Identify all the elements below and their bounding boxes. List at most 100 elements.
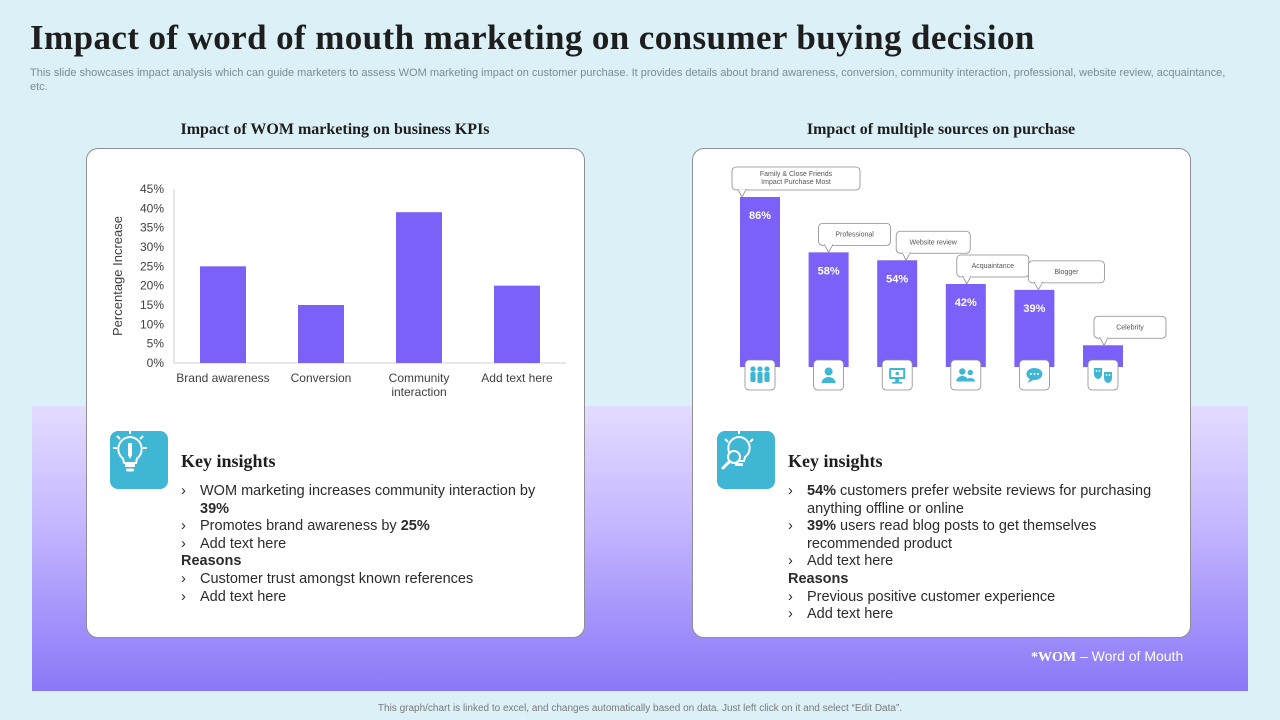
- icon-part: [1098, 370, 1101, 372]
- family-icon: [750, 366, 770, 383]
- icon-part: [892, 382, 903, 384]
- source-icon-badge: [950, 359, 982, 391]
- chat-icon: [1026, 368, 1043, 383]
- callout-bubble: [731, 166, 861, 191]
- wom-footnote: *WOM – Word of Mouth: [1031, 648, 1184, 665]
- bulb-magnifier-icon: [721, 431, 754, 470]
- bullet-item: › 39% users read blog posts to get themse…: [788, 518, 1097, 552]
- icon-frame: [950, 359, 982, 391]
- icon-part: [821, 377, 836, 383]
- y-axis-title: Percentage Increase: [110, 216, 125, 336]
- bullet-item: › 54% customers prefer website reviews fo…: [788, 483, 1152, 517]
- y-tick-label: 35%: [140, 221, 164, 235]
- y-tick-label: 40%: [140, 201, 164, 215]
- x-category-label: Conversion: [291, 371, 352, 385]
- reason-item: › Add text here: [181, 588, 287, 605]
- chevron-right-icon: ›: [788, 518, 793, 535]
- bar-source: [877, 260, 918, 367]
- y-tick-label: 30%: [140, 240, 164, 254]
- icon-part: [757, 366, 763, 372]
- bar-source: [945, 283, 986, 367]
- bar-add-text-here: [494, 285, 540, 363]
- reason-item: › Customer trust amongst known references: [181, 570, 474, 587]
- chevron-right-icon: ›: [181, 483, 186, 499]
- insights-title: Key insights: [788, 451, 883, 471]
- icon-part: [967, 369, 973, 376]
- callout-bubble: [818, 222, 891, 246]
- icon-part: [1036, 373, 1039, 375]
- icon-part: [757, 372, 763, 383]
- icon-part: [750, 366, 756, 372]
- icon-part: [956, 376, 969, 382]
- icon-part: [965, 378, 976, 382]
- kpi-panel: 0% 5% 10% 15% 20% 25% 30% 35% 40% 45% Percentage I…: [86, 148, 585, 638]
- reasons-label: Reasons: [181, 553, 242, 570]
- icon-part: [1033, 373, 1036, 375]
- left-section-title: Impact of WOM marketing on business KPIs: [180, 121, 490, 138]
- callout-label: Impact Purchase Most: [761, 179, 831, 186]
- bullet-item: › WOM marketing increases community inter…: [181, 483, 536, 517]
- callout-label: Acquaintance: [972, 263, 1015, 270]
- bar-source: [808, 252, 849, 367]
- bar-value-label: 54%: [886, 273, 908, 285]
- bar-conversion: [298, 305, 344, 363]
- professional-icon: [821, 367, 836, 383]
- insights-search-tile: [717, 431, 775, 489]
- chevron-right-icon: ›: [788, 483, 793, 499]
- bar-community-interaction: [396, 212, 442, 363]
- y-tick-label: 5%: [147, 337, 165, 351]
- kpi-insights: Key insights › WOM marketing increases co…: [181, 451, 551, 606]
- callout-bubble: [895, 230, 971, 254]
- website-icon: [889, 368, 906, 384]
- bar-source: [1014, 289, 1055, 367]
- chevron-right-icon: ›: [788, 553, 793, 570]
- icon-part: [1095, 370, 1098, 372]
- callout-bubble: [1093, 315, 1167, 339]
- icon-part: [750, 372, 756, 382]
- x-category-label: Community: [389, 371, 450, 385]
- icon-part: [895, 371, 899, 376]
- y-tick-label: 20%: [140, 279, 164, 293]
- reason-item: › Add text here: [788, 606, 894, 623]
- x-category-label: Add text here: [481, 371, 553, 385]
- icon-part: [1108, 374, 1111, 376]
- icon-part: [1104, 372, 1112, 383]
- people-icon: [956, 368, 976, 382]
- bullet-item: › Promotes brand awareness by 25%: [181, 518, 430, 535]
- bullet-item: › Add text here: [181, 535, 287, 552]
- icon-part: [895, 379, 900, 382]
- callout-bubble: [1027, 260, 1105, 284]
- chevron-right-icon: ›: [788, 606, 793, 623]
- icon-part: [764, 372, 770, 382]
- bar-source: [740, 197, 780, 367]
- icon-part: [1094, 368, 1102, 379]
- sources-panel: 86% Family & Close Friends Impact Purchase…: [692, 148, 1191, 638]
- insights-bulb-tile: [110, 431, 168, 489]
- kpi-bar-chart: 0% 5% 10% 15% 20% 25% 30% 35% 40% 45% Percentage I…: [110, 182, 566, 399]
- callout-label: Celebrity: [1116, 324, 1144, 331]
- bar-brand-awareness: [200, 266, 246, 363]
- bar-value-label: 86%: [749, 210, 771, 222]
- icon-part: [824, 367, 833, 376]
- chevron-right-icon: ›: [181, 518, 186, 535]
- page-subtitle: This slide showcases impact analysis whi…: [30, 67, 1226, 93]
- chevron-right-icon: ›: [181, 570, 186, 587]
- y-tick-label: 45%: [140, 182, 164, 196]
- icon-part: [1029, 373, 1032, 375]
- y-tick-label: 25%: [140, 259, 164, 273]
- sources-insights: Key insights › 54% customers prefer websi…: [788, 451, 1168, 624]
- callout-label: Family & Close Friends: [760, 171, 833, 178]
- footer-note: This graph/chart is linked to excel, and…: [377, 703, 903, 714]
- callout-label: Professional: [835, 231, 874, 238]
- y-tick-label: 10%: [140, 317, 164, 331]
- page-title: Impact of word of mouth marketing on con…: [30, 18, 1035, 57]
- lightbulb-pencil-icon: [113, 431, 147, 472]
- bullet-item: › Add text here: [788, 553, 894, 570]
- callout-label: Website review: [910, 239, 958, 246]
- icon-frame: [1087, 359, 1119, 391]
- right-section-title: Impact of multiple sources on purchase: [806, 121, 1076, 138]
- bar-value-label: 42%: [955, 297, 977, 309]
- chevron-right-icon: ›: [788, 588, 793, 605]
- icon-part: [959, 368, 966, 375]
